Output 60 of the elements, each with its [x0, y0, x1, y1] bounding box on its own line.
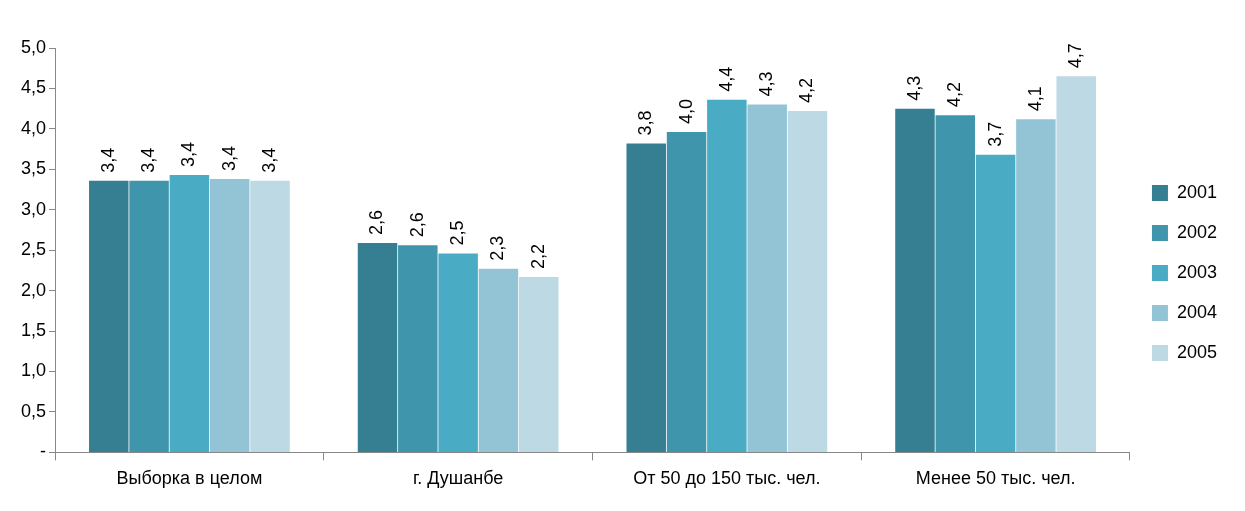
- bar: [169, 174, 210, 452]
- x-tick-label: От 50 до 150 тыс. чел.: [633, 468, 821, 489]
- bar: [747, 104, 787, 452]
- y-tick-label: 1,5: [20, 320, 47, 341]
- bar: [626, 143, 666, 452]
- bar: [935, 115, 976, 452]
- legend-label: 2005: [1176, 341, 1217, 362]
- bar: [357, 242, 398, 452]
- bar: [707, 99, 747, 452]
- data-label: 2,5: [447, 220, 468, 246]
- data-label: 3,4: [258, 147, 279, 173]
- data-label: 2,3: [487, 235, 508, 261]
- data-label: 4,2: [944, 82, 965, 108]
- data-label: 2,6: [366, 209, 387, 235]
- data-label: 3,4: [138, 147, 159, 173]
- x-tick-label: г. Душанбе: [412, 468, 504, 489]
- bar: [787, 111, 828, 452]
- data-label: 3,4: [178, 141, 199, 167]
- data-label: 4,2: [796, 78, 817, 104]
- bar: [89, 180, 129, 452]
- data-label: 3,8: [635, 110, 656, 136]
- data-label: 4,1: [1024, 86, 1045, 112]
- data-label: 3,4: [97, 147, 118, 173]
- data-label: 4,7: [1065, 43, 1086, 69]
- data-label: 4,3: [756, 71, 777, 97]
- y-tick-label: -: [40, 441, 47, 462]
- legend-label: 2002: [1176, 221, 1217, 242]
- bar: [895, 108, 935, 452]
- y-tick-label: 3,5: [20, 158, 47, 179]
- data-label: 4,0: [675, 99, 696, 125]
- data-label: 2,6: [406, 212, 427, 238]
- data-label: 3,4: [218, 145, 239, 172]
- legend-label: 2003: [1176, 261, 1217, 282]
- bar: [438, 253, 478, 452]
- y-tick-label: 0,5: [20, 400, 47, 421]
- data-label: 4,4: [715, 66, 736, 92]
- x-tick-label: Выборка в целом: [116, 468, 263, 489]
- y-tick-label: 4,0: [20, 117, 47, 138]
- bar: [975, 154, 1016, 452]
- data-label: 2,2: [527, 243, 548, 269]
- bar: [398, 245, 438, 452]
- legend-label: 2001: [1176, 181, 1217, 202]
- bar: [129, 180, 169, 452]
- bar: [518, 276, 559, 452]
- y-tick-label: 1,0: [20, 360, 47, 381]
- bar: [666, 132, 707, 452]
- y-tick-label: 3,0: [20, 198, 47, 219]
- y-tick-label: 5,0: [20, 36, 47, 57]
- bar: [209, 179, 250, 452]
- y-tick-label: 2,0: [20, 279, 47, 300]
- data-label: 3,7: [984, 121, 1005, 147]
- y-tick-label: 4,5: [20, 77, 47, 98]
- bar: [1016, 119, 1056, 452]
- y-tick-label: 2,5: [20, 239, 47, 260]
- x-tick-label: Менее 50 тыс. чел.: [915, 468, 1076, 489]
- legend-label: 2004: [1176, 301, 1217, 322]
- data-label: 4,3: [903, 75, 924, 101]
- bar: [250, 180, 290, 452]
- bar: [1056, 76, 1096, 452]
- bar: [478, 268, 519, 452]
